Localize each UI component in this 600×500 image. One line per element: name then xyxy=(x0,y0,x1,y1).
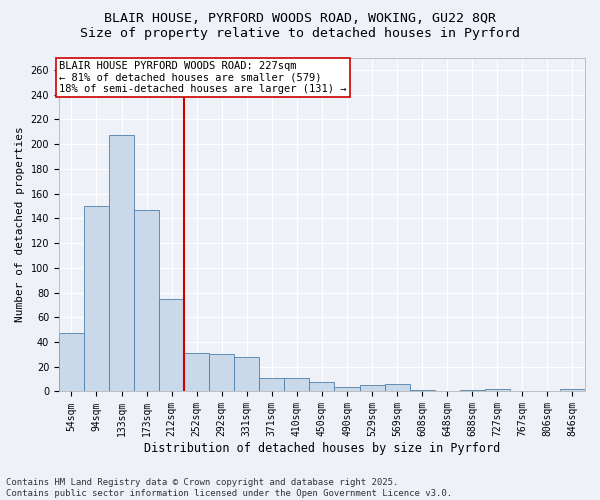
Bar xyxy=(560,389,585,392)
Bar xyxy=(334,386,359,392)
Bar xyxy=(359,386,385,392)
Bar xyxy=(259,378,284,392)
Bar xyxy=(485,389,510,392)
X-axis label: Distribution of detached houses by size in Pyrford: Distribution of detached houses by size … xyxy=(144,442,500,455)
Text: BLAIR HOUSE, PYRFORD WOODS ROAD, WOKING, GU22 8QR: BLAIR HOUSE, PYRFORD WOODS ROAD, WOKING,… xyxy=(104,12,496,26)
Bar xyxy=(284,378,310,392)
Bar xyxy=(159,298,184,392)
Bar xyxy=(234,357,259,392)
Text: Contains HM Land Registry data © Crown copyright and database right 2025.
Contai: Contains HM Land Registry data © Crown c… xyxy=(6,478,452,498)
Bar xyxy=(460,390,485,392)
Bar xyxy=(184,353,209,392)
Text: Size of property relative to detached houses in Pyrford: Size of property relative to detached ho… xyxy=(80,28,520,40)
Bar xyxy=(410,390,434,392)
Bar xyxy=(84,206,109,392)
Y-axis label: Number of detached properties: Number of detached properties xyxy=(15,126,25,322)
Bar xyxy=(385,384,410,392)
Bar xyxy=(209,354,234,392)
Bar xyxy=(310,382,334,392)
Text: BLAIR HOUSE PYRFORD WOODS ROAD: 227sqm
← 81% of detached houses are smaller (579: BLAIR HOUSE PYRFORD WOODS ROAD: 227sqm ←… xyxy=(59,61,346,94)
Bar xyxy=(59,334,84,392)
Bar xyxy=(134,210,159,392)
Bar xyxy=(109,136,134,392)
